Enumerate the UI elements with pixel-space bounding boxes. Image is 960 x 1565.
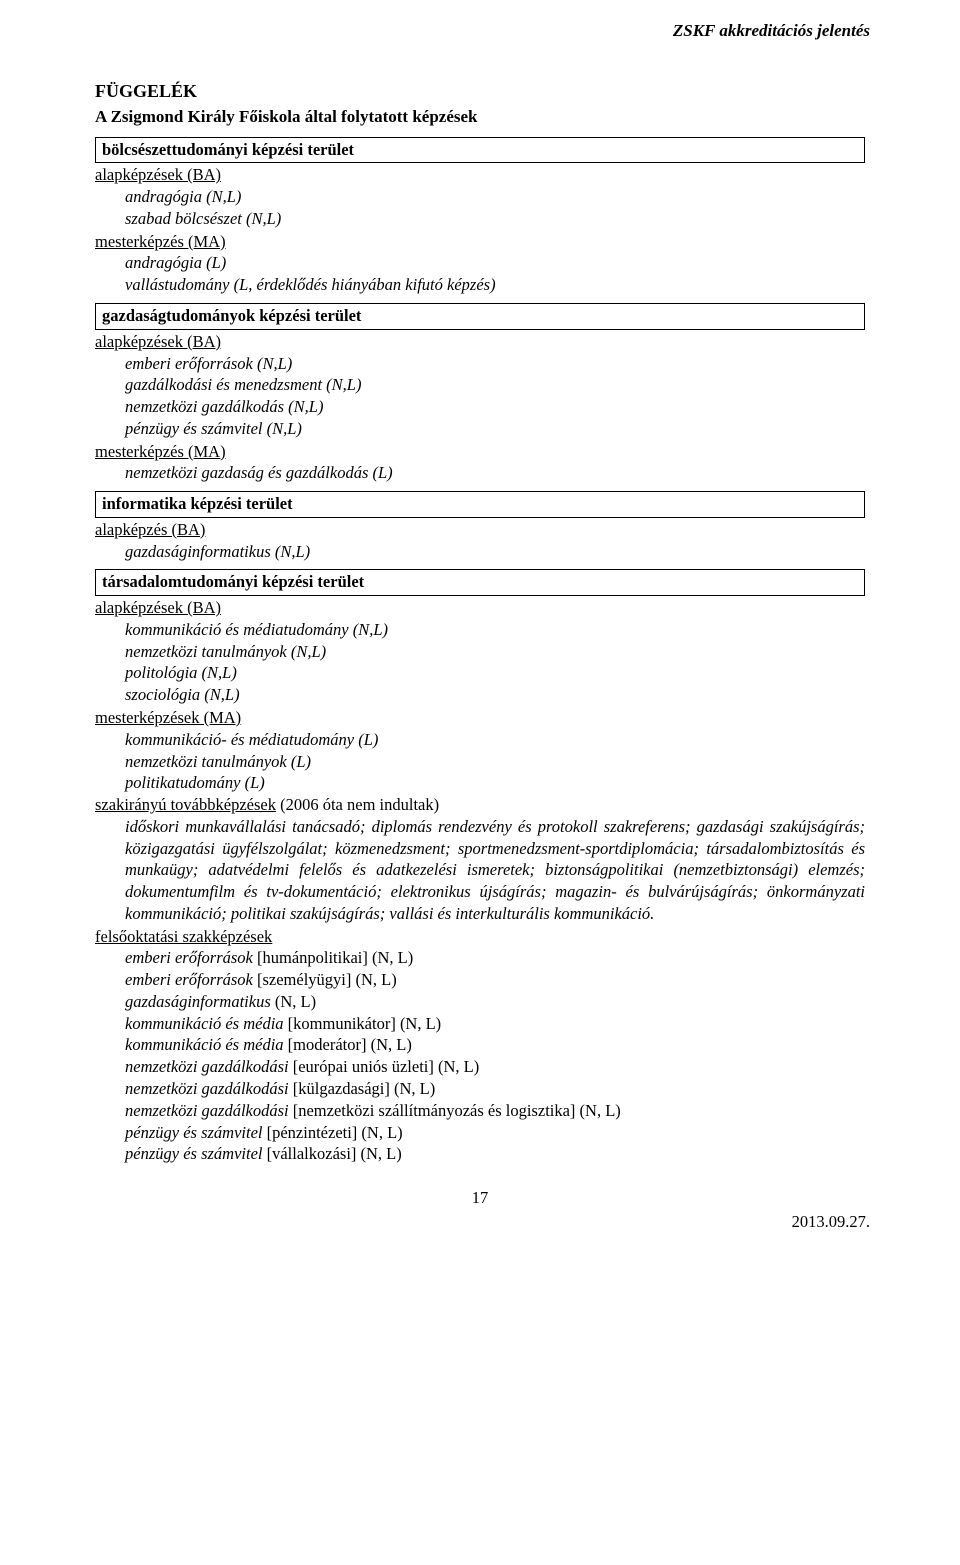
fo-pre: kommunikáció és média <box>125 1035 284 1054</box>
fo-mid: [európai uniós üzleti] (N, L) <box>289 1057 480 1076</box>
fo-item: pénzügy és számvitel [pénzintézeti] (N, … <box>95 1122 865 1144</box>
ba-item: kommunikáció és médiatudomány (N,L) <box>95 619 865 641</box>
fo-mid: [kommunikátor] (N, L) <box>284 1014 442 1033</box>
fo-pre: gazdaságinformatikus <box>125 992 271 1011</box>
fo-item: gazdaságinformatikus (N, L) <box>95 991 865 1013</box>
fo-pre: nemzetközi gazdálkodási <box>125 1079 289 1098</box>
ba-item: pénzügy és számvitel (N,L) <box>95 418 865 440</box>
section-informatika: informatika képzési terület alapképzés (… <box>95 491 865 562</box>
fo-pre: nemzetközi gazdálkodási <box>125 1101 289 1120</box>
szakiranyu-heading: szakirányú továbbképzések (2006 óta nem … <box>95 794 865 816</box>
fo-mid: (N, L) <box>271 992 316 1011</box>
fo-pre: nemzetközi gazdálkodási <box>125 1057 289 1076</box>
fo-item: nemzetközi gazdálkodási [európai uniós ü… <box>95 1056 865 1078</box>
ba-item: andragógia (N,L) <box>95 186 865 208</box>
fo-mid: [humánpolitikai] (N, L) <box>253 948 413 967</box>
fo-item: kommunikáció és média [kommunikátor] (N,… <box>95 1013 865 1035</box>
ba-item: politológia (N,L) <box>95 662 865 684</box>
ma-item: nemzetközi gazdaság és gazdálkodás (L) <box>95 462 865 484</box>
ba-item: gazdaságinformatikus (N,L) <box>95 541 865 563</box>
area-title: bölcsészettudományi képzési terület <box>102 140 354 159</box>
felsooktatasi-label: felsőoktatási szakképzések <box>95 926 865 948</box>
page-number: 17 <box>95 1187 865 1209</box>
area-box: társadalomtudományi képzési terület <box>95 569 865 596</box>
ba-label: alapképzések (BA) <box>95 331 865 353</box>
fo-mid: [külgazdasági] (N, L) <box>289 1079 436 1098</box>
area-box: informatika képzési terület <box>95 491 865 518</box>
ma-label: mesterképzés (MA) <box>95 441 865 463</box>
fo-mid: [moderátor] (N, L) <box>284 1035 412 1054</box>
fo-mid: [nemzetközi szállítmányozás és logisztik… <box>289 1101 621 1120</box>
fo-pre: emberi erőforrások <box>125 970 253 989</box>
ma-item: kommunikáció- és médiatudomány (L) <box>95 729 865 751</box>
ma-item: politikatudomány (L) <box>95 772 865 794</box>
ba-item: nemzetközi tanulmányok (N,L) <box>95 641 865 663</box>
area-box: bölcsészettudományi képzési terület <box>95 137 865 164</box>
ma-item: vallástudomány (L, érdeklődés hiányában … <box>95 274 865 296</box>
ba-item: gazdálkodási és menedzsment (N,L) <box>95 374 865 396</box>
footer-date: 2013.09.27. <box>95 1211 870 1233</box>
fo-item: pénzügy és számvitel [vállalkozási] (N, … <box>95 1143 865 1165</box>
ma-item: nemzetközi tanulmányok (L) <box>95 751 865 773</box>
section-gazdasag: gazdaságtudományok képzési terület alapk… <box>95 303 865 484</box>
appendix-title: FÜGGELÉK <box>95 80 865 104</box>
fo-pre: pénzügy és számvitel <box>125 1144 262 1163</box>
ma-item: andragógia (L) <box>95 252 865 274</box>
section-tarsadalom: társadalomtudományi képzési terület alap… <box>95 569 865 1165</box>
ba-item: nemzetközi gazdálkodás (N,L) <box>95 396 865 418</box>
fo-mid: [személyügyi] (N, L) <box>253 970 397 989</box>
ba-item: szabad bölcsészet (N,L) <box>95 208 865 230</box>
fo-item: nemzetközi gazdálkodási [külgazdasági] (… <box>95 1078 865 1100</box>
szakiranyu-suffix: (2006 óta nem indultak) <box>276 795 439 814</box>
fo-item: emberi erőforrások [humánpolitikai] (N, … <box>95 947 865 969</box>
section-bolcseszet: bölcsészettudományi képzési terület alap… <box>95 137 865 296</box>
ba-item: emberi erőforrások (N,L) <box>95 353 865 375</box>
fo-pre: kommunikáció és média <box>125 1014 284 1033</box>
ma-label: mesterképzés (MA) <box>95 231 865 253</box>
fo-item: emberi erőforrások [személyügyi] (N, L) <box>95 969 865 991</box>
appendix-subtitle: A Zsigmond Király Főiskola által folytat… <box>95 106 865 128</box>
area-title: informatika képzési terület <box>102 494 293 513</box>
fo-mid: [pénzintézeti] (N, L) <box>262 1123 402 1142</box>
area-title: gazdaságtudományok képzési terület <box>102 306 361 325</box>
szakiranyu-label: szakirányú továbbképzések <box>95 795 276 814</box>
fo-pre: emberi erőforrások <box>125 948 253 967</box>
fo-item: nemzetközi gazdálkodási [nemzetközi szál… <box>95 1100 865 1122</box>
fo-item: kommunikáció és média [moderátor] (N, L) <box>95 1034 865 1056</box>
fo-mid: [vállalkozási] (N, L) <box>262 1144 401 1163</box>
running-header: ZSKF akkreditációs jelentés <box>95 20 870 42</box>
fo-pre: pénzügy és számvitel <box>125 1123 262 1142</box>
ba-item: szociológia (N,L) <box>95 684 865 706</box>
ma-label: mesterképzések (MA) <box>95 707 865 729</box>
area-box: gazdaságtudományok képzési terület <box>95 303 865 330</box>
ba-label: alapképzések (BA) <box>95 164 865 186</box>
area-title: társadalomtudományi képzési terület <box>102 572 364 591</box>
ba-label: alapképzések (BA) <box>95 597 865 619</box>
szakiranyu-paragraph: időskori munkavállalási tanácsadó; diplo… <box>95 816 865 925</box>
ba-label: alapképzés (BA) <box>95 519 865 541</box>
